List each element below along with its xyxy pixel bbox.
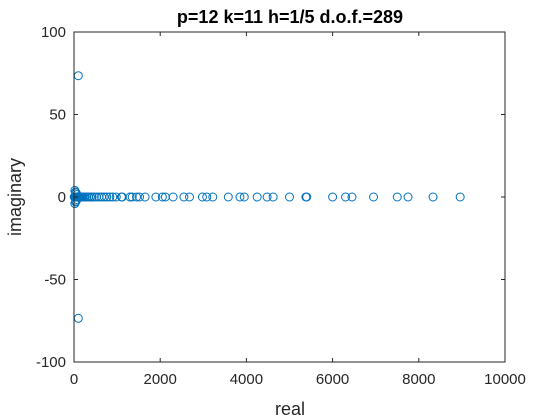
data-point bbox=[125, 192, 135, 202]
data-point bbox=[208, 192, 218, 202]
data-point bbox=[252, 192, 262, 202]
data-point bbox=[455, 192, 465, 202]
data-point bbox=[89, 192, 99, 202]
data-point bbox=[328, 192, 338, 202]
data-point bbox=[262, 192, 272, 202]
data-point bbox=[223, 192, 233, 202]
data-point bbox=[151, 192, 161, 202]
data-point bbox=[105, 192, 115, 202]
x-tick-label: 10000 bbox=[484, 371, 526, 388]
data-point bbox=[285, 192, 294, 202]
plot-area bbox=[74, 32, 505, 362]
data-point bbox=[428, 192, 438, 202]
x-tick-label: 8000 bbox=[402, 371, 435, 388]
data-point bbox=[268, 192, 278, 202]
data-points bbox=[69, 71, 465, 323]
data-point bbox=[87, 192, 97, 202]
data-point bbox=[369, 192, 379, 202]
data-point bbox=[403, 192, 413, 202]
chart-title: p=12 k=11 h=1/5 d.o.f.=289 bbox=[177, 7, 403, 27]
data-point bbox=[302, 192, 312, 202]
y-tick-label: 0 bbox=[58, 189, 66, 206]
x-tick-label: 0 bbox=[70, 371, 78, 388]
data-point bbox=[108, 192, 118, 202]
data-point bbox=[168, 192, 178, 202]
data-point bbox=[135, 192, 145, 202]
x-tick-label: 4000 bbox=[230, 371, 263, 388]
data-point bbox=[131, 192, 141, 202]
data-point bbox=[111, 192, 121, 202]
data-point bbox=[202, 192, 212, 202]
y-tick-label: 50 bbox=[49, 107, 66, 124]
data-point bbox=[185, 192, 195, 202]
data-point bbox=[99, 192, 109, 202]
y-axis-ticks: 100 50 0 -50 -100 bbox=[36, 24, 505, 371]
data-point bbox=[127, 192, 137, 202]
x-axis-ticks: 0 2000 4000 6000 8000 10000 bbox=[70, 32, 526, 388]
data-point bbox=[235, 192, 245, 202]
y-tick-label: 100 bbox=[41, 24, 66, 41]
data-point bbox=[140, 192, 150, 202]
data-point bbox=[341, 192, 351, 202]
data-point bbox=[347, 192, 357, 202]
data-point bbox=[392, 192, 402, 202]
x-axis-label: real bbox=[275, 399, 305, 419]
y-tick-label: -50 bbox=[44, 272, 66, 289]
y-tick-label: -100 bbox=[36, 354, 66, 371]
y-axis-label: imaginary bbox=[5, 158, 25, 236]
data-point bbox=[239, 192, 249, 202]
x-tick-label: 6000 bbox=[316, 371, 349, 388]
data-point bbox=[157, 192, 167, 202]
data-point bbox=[197, 192, 207, 202]
data-point bbox=[102, 192, 112, 202]
data-point bbox=[179, 192, 189, 202]
x-tick-label: 2000 bbox=[144, 371, 177, 388]
